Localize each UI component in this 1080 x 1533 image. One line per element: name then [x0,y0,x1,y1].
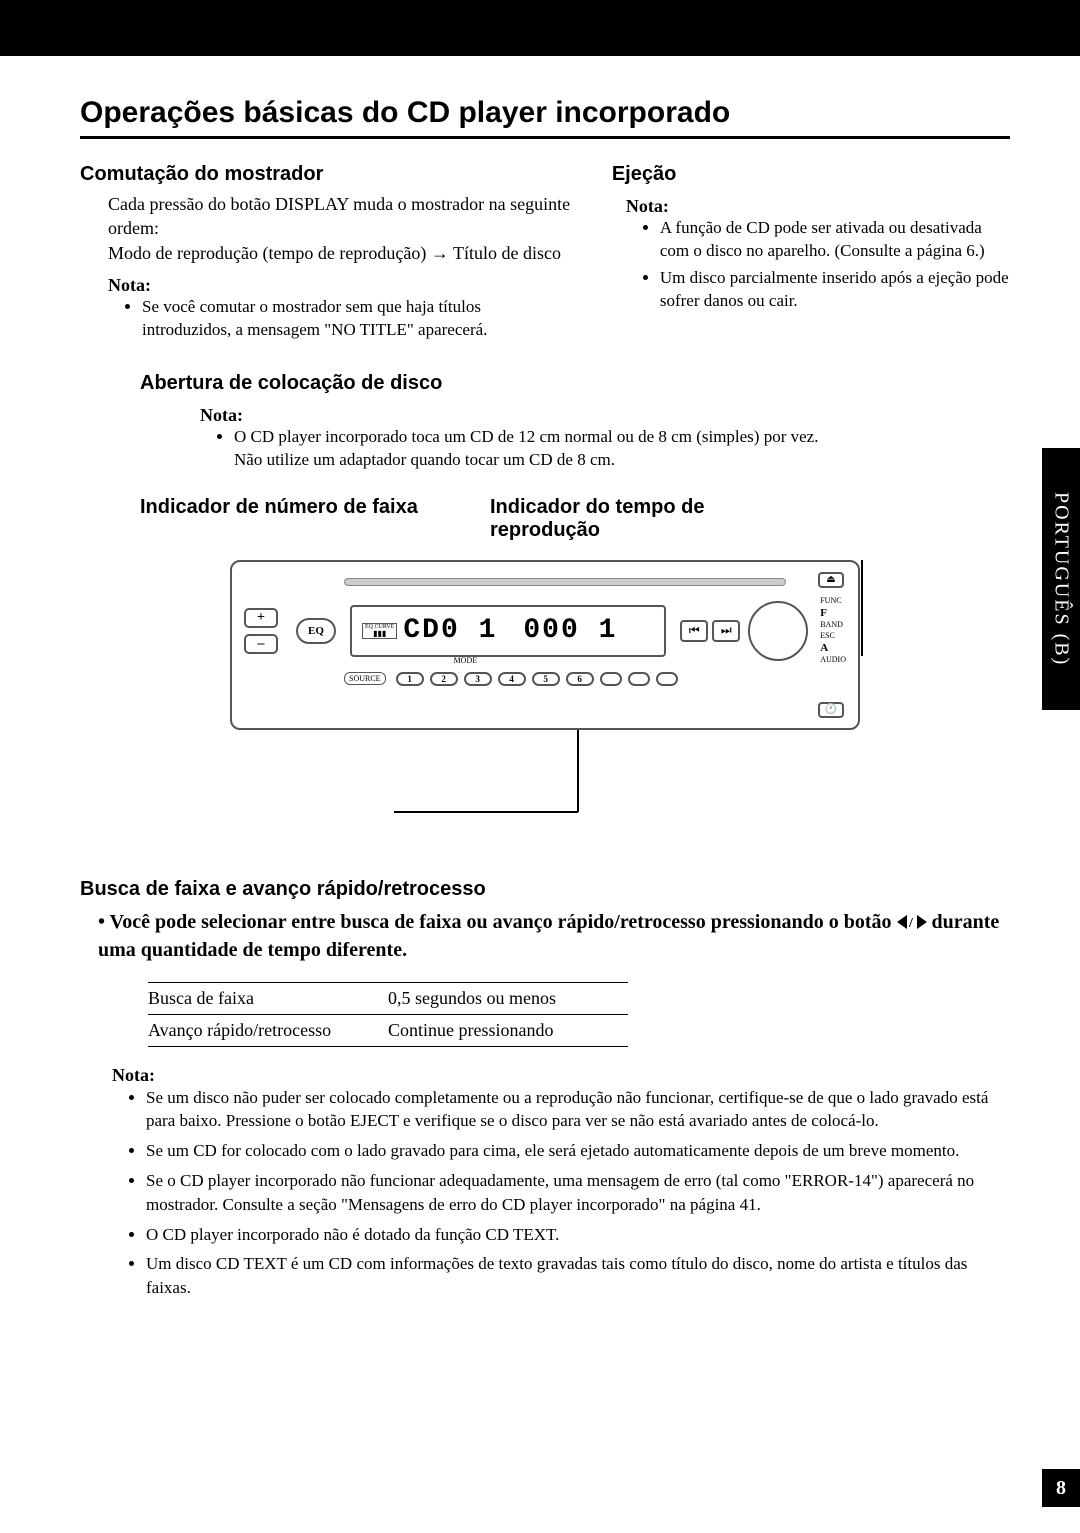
func-label: FUNC [820,596,846,606]
note-item: Se você comutar o mostrador sem que haja… [142,296,572,342]
text-line: Cada pressão do botão DISPLAY muda o mos… [108,194,570,238]
display-playback-time: 000 1 [523,615,617,646]
section-comutacao: Comutação do mostrador Cada pressão do b… [80,163,572,346]
text-line: Modo de reprodução (tempo de reprodução) [108,243,431,263]
table-cell: Avanço rápido/retrocesso [148,1020,388,1041]
preset-button-3[interactable]: 3 [464,672,492,686]
clock-button[interactable]: 🕐 [818,702,844,718]
device-main-row: + – EQ EQ CURVE ▮▮▮ CD0 1 000 1 ⏮ [244,596,846,666]
table-cell: Continue pressionando [388,1020,628,1041]
note-label: Nota: [108,275,572,296]
audio-label: AUDIO [820,655,846,665]
note-list: Se você comutar o mostrador sem que haja… [128,296,572,342]
note-label: Nota: [200,405,1010,426]
note-label: Nota: [112,1065,1010,1086]
section-heading: Abertura de colocação de disco [140,372,1010,395]
top-black-bar [0,0,1080,56]
eq-button[interactable]: EQ [296,618,336,644]
right-labels: FUNC F BAND ESC A AUDIO [820,596,846,666]
note-item: O CD player incorporado toca um CD de 12… [234,426,840,472]
language-tab: PORTUGUÊS (B) [1042,448,1080,710]
note-list: A função de CD pode ser ativada ou desat… [646,217,1010,313]
bottom-note-list: Se um disco não puder ser colocado compl… [132,1086,1010,1300]
indicator-time-label: Indicador do tempo de reprodução [490,496,770,542]
seek-prev-button[interactable]: ⏮ [680,620,708,642]
preset-button-2[interactable]: 2 [430,672,458,686]
svg-text:/: / [908,916,914,929]
note-item: Se um disco não puder ser colocado compl… [146,1086,1010,1134]
heading-text: Busca de faixa e avanço rápido/retrocess… [80,878,486,900]
lcd-display: EQ CURVE ▮▮▮ CD0 1 000 1 [350,605,666,657]
section-abertura: Abertura de colocação de disco Nota: O C… [140,372,1010,472]
section-ejecao: Ejeção Nota: A função de CD pode ser ati… [612,163,1010,346]
preset-row: SOURCE 1 2 3 4 5 6 MODE [344,672,846,686]
two-column-block: Comutação do mostrador Cada pressão do b… [80,163,1010,346]
table-cell: 0,5 segundos ou menos [388,988,628,1009]
source-button-label[interactable]: SOURCE [344,672,386,685]
preset-button-1[interactable]: 1 [396,672,424,686]
indicator-labels-row: Indicador de número de faixa Indicador d… [80,496,1010,542]
seek-buttons: ⏮ ⏭ [680,620,740,642]
note-list: O CD player incorporado toca um CD de 12… [220,426,840,472]
busca-bullet: • Você pode selecionar entre busca de fa… [98,909,1010,964]
disc-slot[interactable] [344,578,786,586]
note-item: O CD player incorporado não é dotado da … [146,1223,1010,1247]
left-right-icon: / [897,910,927,937]
preset-button-blank[interactable] [656,672,678,686]
mode-label: MODE [454,656,478,665]
volume-up-button[interactable]: + [244,608,278,628]
table-row: Busca de faixa 0,5 segundos ou menos [148,982,628,1014]
f-label: F [820,606,846,620]
table-cell: Busca de faixa [148,988,388,1009]
page-number: 8 [1042,1469,1080,1507]
table-row: Avanço rápido/retrocesso Continue pressi… [148,1014,628,1047]
volume-down-button[interactable]: – [244,634,278,654]
text-part: Você pode selecionar entre busca de faix… [110,911,897,933]
section-heading: Comutação do mostrador [80,163,572,186]
display-track-number: CD0 1 [403,615,497,646]
band-label: BAND [820,620,846,630]
note-item: A função de CD pode ser ativada ou desat… [660,217,1010,263]
esc-label: ESC [820,631,846,641]
preset-button-6[interactable]: 6 [566,672,594,686]
car-stereo-faceplate: ⏏ 🕐 + – EQ EQ CURVE ▮▮▮ CD0 1 [230,560,860,730]
busca-heading: Busca de faixa e avanço rápido/retrocess… [80,878,1010,901]
eq-curve-indicator: EQ CURVE ▮▮▮ [362,623,397,639]
volume-buttons: + – [244,608,284,654]
note-item: Um disco CD TEXT é um CD com informações… [146,1252,1010,1300]
timing-table: Busca de faixa 0,5 segundos ou menos Ava… [148,982,628,1047]
note-item: Um disco parcialmente inserido após a ej… [660,267,1010,313]
section-heading: Ejeção [612,163,1010,186]
preset-button-4[interactable]: 4 [498,672,526,686]
dpad-control[interactable] [748,601,808,661]
note-label: Nota: [626,196,1010,217]
indicator-track-label: Indicador de número de faixa [140,496,480,542]
page-title: Operações básicas do CD player incorpora… [80,96,1010,139]
seek-next-button[interactable]: ⏭ [712,620,740,642]
eject-button[interactable]: ⏏ [818,572,844,588]
body-text: Cada pressão do botão DISPLAY muda o mos… [108,192,572,265]
device-diagram: ⏏ 🕐 + – EQ EQ CURVE ▮▮▮ CD0 1 [80,560,1010,860]
note-item: Se um CD for colocado com o lado gravado… [146,1139,1010,1163]
preset-button-blank[interactable] [600,672,622,686]
page-content: Operações básicas do CD player incorpora… [0,56,1080,1336]
preset-button-5[interactable]: 5 [532,672,560,686]
preset-button-blank[interactable] [628,672,650,686]
text-line: Título de disco [449,243,561,263]
note-item: Se o CD player incorporado não funcionar… [146,1169,1010,1217]
arrow-icon: → [431,243,449,263]
a-label: A [820,641,846,655]
